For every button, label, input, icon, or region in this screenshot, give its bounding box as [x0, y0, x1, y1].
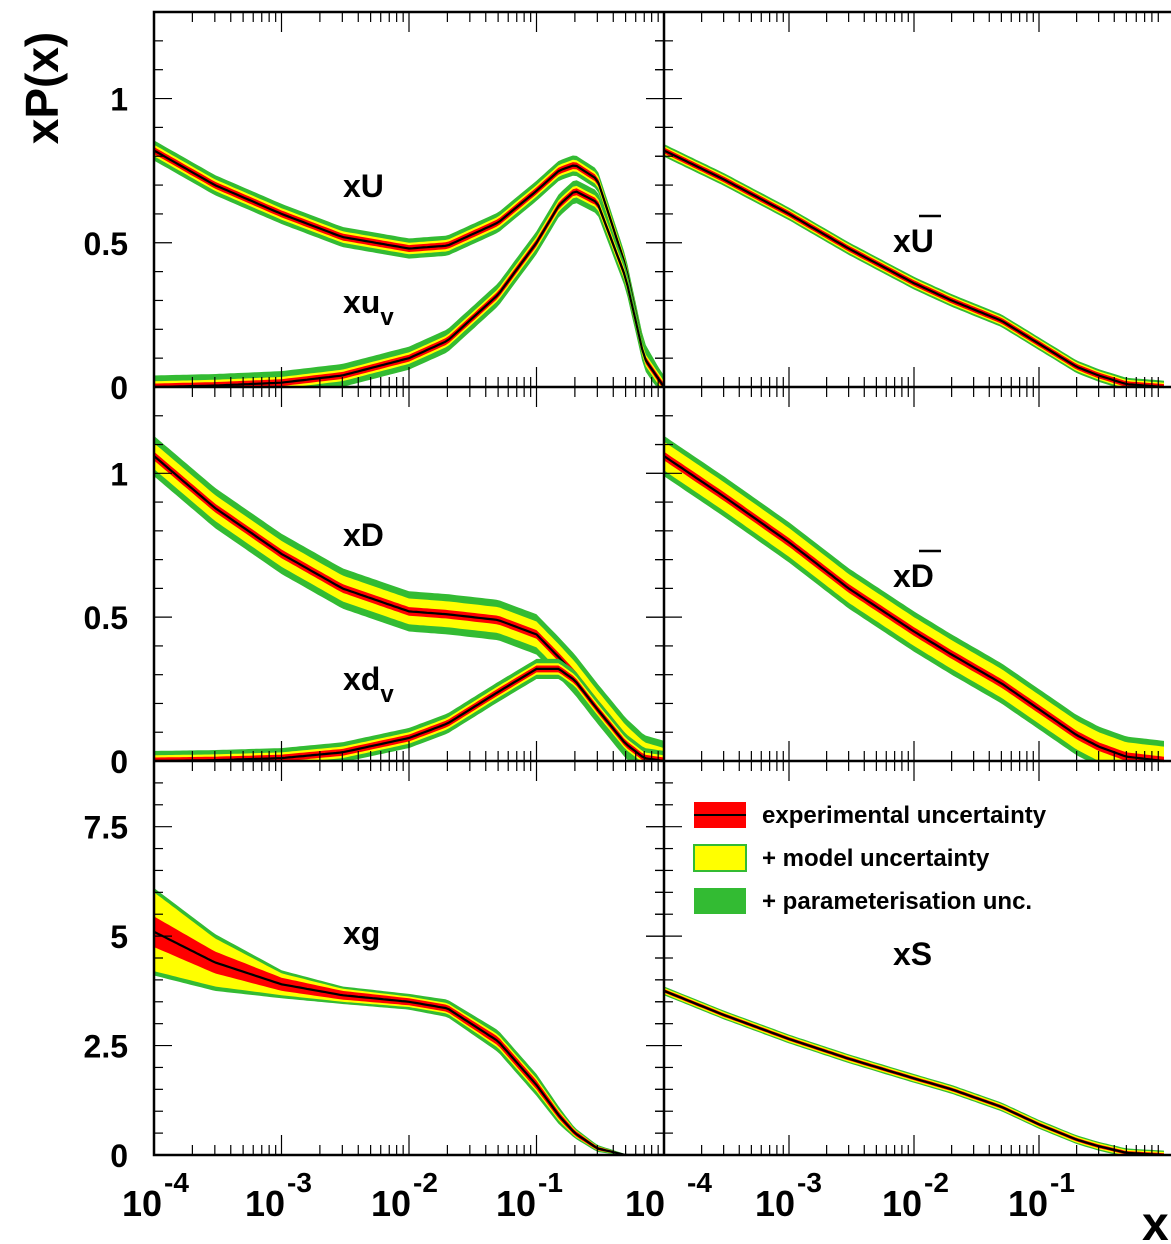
xS-central-line	[664, 989, 1165, 1156]
xtick-label: 10-2	[371, 1167, 438, 1224]
ytick-label: 7.5	[84, 810, 128, 846]
tick-layer: 00.5100.5102.557.510-410-310-210-110-410…	[84, 11, 1159, 1224]
xu_v-label: xuv	[343, 284, 394, 331]
xtick-label: 10	[625, 1183, 665, 1224]
panel-top-left: xU xuv	[154, 140, 664, 389]
xS-band-exp	[664, 989, 1164, 1155]
legend-entry: experimental uncertainty	[694, 802, 1047, 829]
ytick-label: 0	[110, 1138, 128, 1174]
xtick-label: 10-3	[245, 1167, 312, 1224]
xS-label: xS	[893, 936, 932, 972]
xtick-label: 10-4	[122, 1167, 189, 1224]
legend-entry: + model uncertainty	[693, 844, 990, 872]
xu_v-band-param	[154, 180, 664, 387]
xD-bar-label: xD	[893, 558, 934, 594]
legend-entry: + parameterisation unc.	[694, 888, 1032, 915]
xU-bar-central-line	[664, 149, 1165, 389]
xg-band-model	[154, 892, 664, 1155]
ytick-label: 0.5	[84, 226, 128, 262]
xD-band-param	[154, 435, 664, 761]
xg-central-line	[154, 930, 664, 1156]
ytick-label: 2.5	[84, 1029, 128, 1065]
xtick-label: 10-1	[496, 1167, 563, 1224]
xd_v-central-line	[154, 667, 664, 763]
xD-band-model	[154, 443, 664, 761]
legend-label: + model uncertainty	[762, 845, 990, 872]
xU-central-line	[154, 149, 664, 388]
panel-bottom-right: xS	[664, 936, 1165, 1156]
x-axis-title: x	[1142, 1198, 1169, 1244]
xg-label: xg	[343, 915, 380, 951]
xU-bar-band-param	[664, 144, 1164, 387]
xD-bar-central-line	[664, 455, 1165, 763]
xU-label: xU	[343, 168, 384, 204]
xD-bar-band-param	[664, 435, 1164, 761]
legend-swatch	[693, 844, 747, 872]
panel-top-right: xU	[664, 144, 1165, 389]
ytick-label: 1	[110, 82, 128, 118]
xtick-label: 10-2	[882, 1167, 949, 1224]
y-axis-title: xP(x)	[16, 32, 68, 144]
panels-layer: xU xuv xU xD xdv xD xg xS	[154, 140, 1165, 1156]
ytick-label: 5	[110, 919, 128, 955]
panel-middle-left: xD xdv	[154, 435, 664, 763]
panel-middle-right: xD	[664, 435, 1165, 763]
xD-label: xD	[343, 517, 384, 553]
xS-band-param	[664, 986, 1164, 1155]
xtick-label: 10-3	[755, 1167, 822, 1224]
ytick-label: 0.5	[84, 600, 128, 636]
legend-label: + parameterisation unc.	[762, 888, 1032, 915]
panel-bottom-left: xg	[154, 888, 664, 1156]
xu_v-central-line	[154, 190, 664, 389]
ytick-label: 0	[110, 744, 128, 780]
legend-swatch	[694, 888, 746, 914]
xS-band-model	[664, 987, 1164, 1155]
xd_v-label: xdv	[343, 661, 394, 708]
xtick-label: -4	[687, 1167, 712, 1198]
xtick-label: 10-1	[1008, 1167, 1075, 1224]
xg-band-param	[154, 888, 664, 1155]
ytick-label: 0	[110, 370, 128, 406]
xU-bar-label: xU	[893, 223, 934, 259]
legend-label: experimental uncertainty	[762, 802, 1047, 829]
legend: experimental uncertainty + model uncertai…	[693, 802, 1047, 915]
ytick-label: 1	[110, 456, 128, 492]
